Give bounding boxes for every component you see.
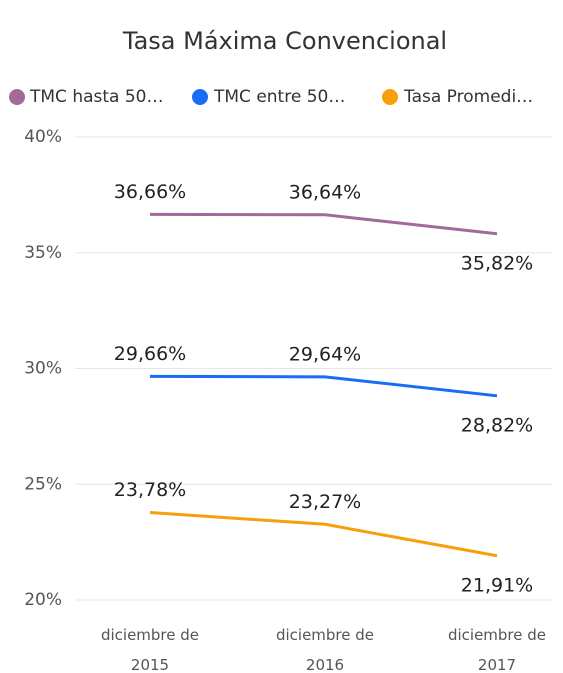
legend-marker: [382, 89, 398, 105]
x-tick-label: diciembre de 2015: [100, 626, 200, 673]
series-line: [149, 212, 498, 236]
x-tick-label: diciembre de 2016: [275, 626, 375, 673]
legend-marker: [9, 89, 25, 105]
y-tick-label: 25%: [24, 474, 62, 494]
series-line: [149, 374, 498, 398]
data-label: 28,82%: [461, 414, 533, 436]
x-tick-label: diciembre de 2017: [447, 626, 547, 673]
data-label: 35,82%: [461, 252, 533, 274]
chart-title: Tasa Máxima Convencional: [122, 27, 447, 55]
data-label: 23,27%: [289, 491, 361, 513]
legend-label: TMC entre 50…: [213, 87, 345, 107]
y-tick-label: 30%: [24, 359, 62, 379]
legend-label: TMC hasta 50…: [29, 87, 164, 107]
data-label: 36,66%: [114, 181, 186, 203]
legend-label: Tasa Promedi…: [403, 87, 533, 107]
legend-marker: [192, 89, 208, 105]
y-tick-label: 40%: [24, 127, 62, 147]
y-tick-label: 35%: [24, 243, 62, 263]
data-label: 29,64%: [289, 343, 361, 365]
y-tick-label: 20%: [24, 590, 62, 610]
data-label: 36,64%: [289, 181, 361, 203]
data-label: 21,91%: [461, 574, 533, 596]
series-line: [149, 510, 498, 558]
data-label: 23,78%: [114, 479, 186, 501]
data-label: 29,66%: [114, 343, 186, 365]
